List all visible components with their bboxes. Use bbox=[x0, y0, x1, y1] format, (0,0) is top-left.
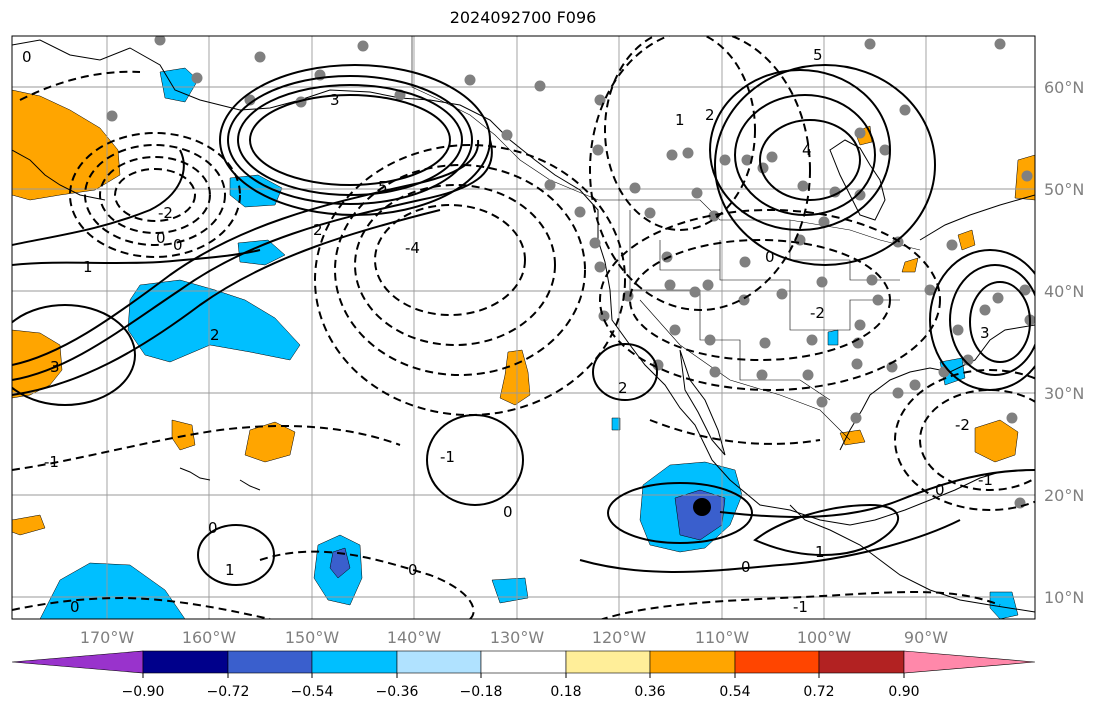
lon-label: 90°W bbox=[904, 628, 948, 647]
colorbar-tick-label: 0.90 bbox=[888, 684, 919, 700]
colorbar-segment bbox=[818, 650, 905, 674]
colorbar-segment bbox=[396, 650, 482, 674]
colorbar-segment bbox=[734, 650, 820, 674]
contour-label: 1 bbox=[675, 111, 685, 129]
contour-label: -1 bbox=[793, 598, 808, 616]
location-marker bbox=[693, 498, 711, 516]
station-dots bbox=[106, 36, 1035, 509]
contours-negative bbox=[12, 36, 1035, 619]
lon-label: 160°W bbox=[182, 628, 237, 647]
contour-label: -1 bbox=[978, 471, 993, 489]
contour-label: 1 bbox=[225, 561, 235, 579]
contour-label: 2 bbox=[313, 221, 323, 239]
colorbar-segment bbox=[311, 650, 398, 674]
positive-anomaly-area bbox=[12, 329, 63, 399]
contour-label: 0 bbox=[173, 236, 183, 254]
negative-anomaly-area bbox=[159, 67, 199, 103]
colorbar-segment bbox=[227, 650, 313, 674]
contour-label: 0 bbox=[22, 48, 32, 66]
positive-anomaly-area bbox=[171, 419, 196, 451]
contour-label: -2 bbox=[955, 416, 970, 434]
colorbar-tick-label: −0.72 bbox=[207, 684, 250, 700]
positive-anomaly-area bbox=[244, 421, 296, 463]
colorbar-tick-label: 0.72 bbox=[803, 684, 834, 700]
contour-label: 3 bbox=[50, 358, 60, 376]
contour-label: 0 bbox=[208, 519, 218, 537]
contour-label: 1 bbox=[83, 258, 93, 276]
contours-positive bbox=[12, 64, 1035, 586]
lon-label: 130°W bbox=[490, 628, 545, 647]
contour-label: 0 bbox=[765, 248, 775, 266]
positive-anomaly-area bbox=[957, 229, 976, 251]
lat-label: 30°N bbox=[1044, 384, 1084, 403]
lat-label: 60°N bbox=[1044, 78, 1084, 97]
latitude-labels: 60°N 50°N 40°N 30°N 20°N 10°N bbox=[1044, 78, 1084, 607]
colorbar-segment bbox=[649, 650, 736, 674]
contour-label: 0 bbox=[935, 481, 945, 499]
contour-label: 2 bbox=[705, 106, 715, 124]
lat-label: 20°N bbox=[1044, 486, 1084, 505]
colorbar-labels: −0.90 −0.72 −0.54 −0.36 −0.18 0.18 0.36 … bbox=[122, 684, 920, 700]
colorbar-tick-label: 0.54 bbox=[719, 684, 750, 700]
map-panel: 5 5 4 3 3 2 2 2 2 3 1 1 1 1 0 0 0 0 0 0 … bbox=[12, 36, 1035, 619]
lon-label: 120°W bbox=[592, 628, 647, 647]
lon-label: 110°W bbox=[695, 628, 750, 647]
colorbar-tick-label: 0.36 bbox=[634, 684, 665, 700]
contour-label: -2 bbox=[158, 204, 173, 222]
political-borders bbox=[411, 36, 921, 441]
colorbar-segment bbox=[11, 650, 144, 674]
lon-label: 150°W bbox=[285, 628, 340, 647]
contour-label: 3 bbox=[980, 324, 990, 342]
lon-label: 170°W bbox=[80, 628, 135, 647]
colorbar-ticks bbox=[142, 673, 905, 678]
contour-label: -4 bbox=[405, 239, 420, 257]
negative-anomaly-area bbox=[237, 239, 286, 266]
map-title: 2024092700 F096 bbox=[449, 8, 597, 27]
colorbar-tick-label: −0.18 bbox=[460, 684, 503, 700]
colorbar-tick-label: 0.18 bbox=[550, 684, 581, 700]
negative-anomaly-area bbox=[611, 417, 621, 431]
contour-label: 2 bbox=[618, 379, 628, 397]
colorbar-segment bbox=[903, 650, 1036, 674]
positive-anomaly-area bbox=[12, 514, 46, 536]
strong-negative-anomaly-area bbox=[329, 547, 351, 579]
contour-label: 3 bbox=[330, 91, 340, 109]
positive-anomaly-area bbox=[839, 429, 866, 446]
contour-label: 0 bbox=[70, 598, 80, 616]
colorbar-segment bbox=[565, 650, 651, 674]
positive-anomaly-area bbox=[499, 349, 531, 406]
lon-label: 140°W bbox=[387, 628, 442, 647]
colorbar bbox=[11, 650, 1036, 674]
contour-label: 2 bbox=[210, 326, 220, 344]
contour-label: 4 bbox=[802, 141, 812, 159]
colorbar-tick-label: −0.90 bbox=[122, 684, 165, 700]
map-frame bbox=[11, 35, 1036, 620]
contour-label: 0 bbox=[408, 561, 418, 579]
negative-anomaly-area bbox=[827, 329, 839, 346]
colorbar-segment bbox=[480, 650, 567, 674]
contour-label: -1 bbox=[44, 453, 59, 471]
lat-label: 50°N bbox=[1044, 180, 1084, 199]
lon-label: 100°W bbox=[797, 628, 852, 647]
contour-label: 0 bbox=[503, 503, 513, 521]
contour-label: 1 bbox=[815, 543, 825, 561]
negative-anomaly-area bbox=[39, 562, 186, 619]
contour-label: 5 bbox=[378, 178, 388, 196]
contour-label: 5 bbox=[813, 46, 823, 64]
positive-anomaly-area bbox=[901, 257, 919, 273]
longitude-labels: 170°W 160°W 150°W 140°W 130°W 120°W 110°… bbox=[80, 628, 948, 647]
lat-label: 40°N bbox=[1044, 282, 1084, 301]
colorbar-tick-label: −0.36 bbox=[376, 684, 419, 700]
lat-label: 10°N bbox=[1044, 588, 1084, 607]
contour-labels: 5 5 4 3 3 2 2 2 2 3 1 1 1 1 0 0 0 0 0 0 … bbox=[22, 46, 993, 616]
colorbar-segment bbox=[142, 650, 229, 674]
contour-label: 0 bbox=[156, 229, 166, 247]
positive-anomaly-area bbox=[974, 419, 1019, 463]
contour-label: -2 bbox=[810, 304, 825, 322]
contour-label: -1 bbox=[440, 448, 455, 466]
colorbar-tick-label: −0.54 bbox=[291, 684, 334, 700]
graticule bbox=[12, 36, 1035, 619]
contour-label: 0 bbox=[741, 558, 751, 576]
